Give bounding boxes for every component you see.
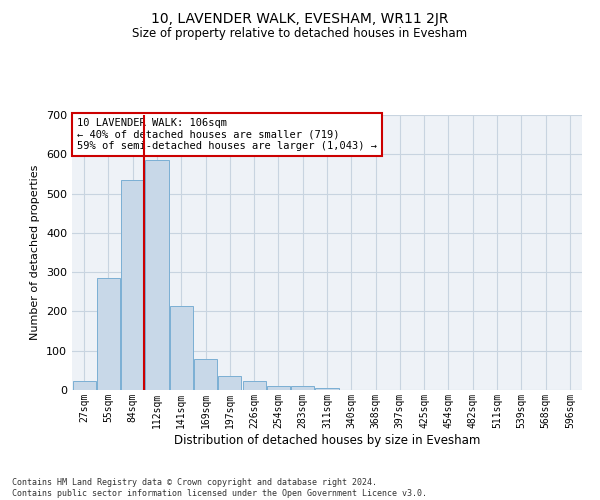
X-axis label: Distribution of detached houses by size in Evesham: Distribution of detached houses by size …: [174, 434, 480, 446]
Text: Contains HM Land Registry data © Crown copyright and database right 2024.
Contai: Contains HM Land Registry data © Crown c…: [12, 478, 427, 498]
Bar: [194, 358, 217, 390]
Bar: [267, 386, 290, 390]
Bar: [242, 382, 266, 390]
Y-axis label: Number of detached properties: Number of detached properties: [31, 165, 40, 340]
Text: 10 LAVENDER WALK: 106sqm
← 40% of detached houses are smaller (719)
59% of semi-: 10 LAVENDER WALK: 106sqm ← 40% of detach…: [77, 118, 377, 151]
Bar: [218, 376, 241, 390]
Bar: [170, 306, 193, 390]
Text: 10, LAVENDER WALK, EVESHAM, WR11 2JR: 10, LAVENDER WALK, EVESHAM, WR11 2JR: [151, 12, 449, 26]
Bar: [121, 180, 144, 390]
Bar: [73, 382, 95, 390]
Text: Size of property relative to detached houses in Evesham: Size of property relative to detached ho…: [133, 28, 467, 40]
Bar: [97, 278, 120, 390]
Bar: [316, 388, 338, 390]
Bar: [145, 160, 169, 390]
Bar: [291, 386, 314, 390]
